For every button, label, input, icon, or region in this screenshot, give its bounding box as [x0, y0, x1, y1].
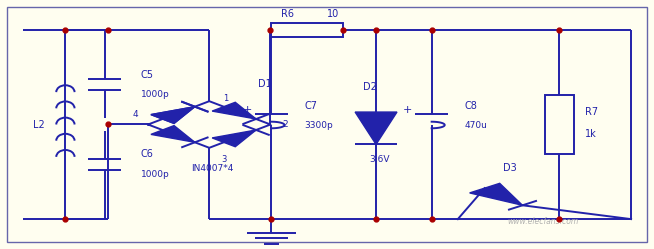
Text: R7: R7: [585, 107, 598, 117]
Text: www.elecfans.com: www.elecfans.com: [508, 217, 578, 226]
Text: 470u: 470u: [464, 121, 487, 130]
FancyBboxPatch shape: [271, 23, 343, 37]
Text: D3: D3: [503, 163, 517, 173]
Text: C8: C8: [464, 101, 477, 111]
Text: 3: 3: [221, 155, 226, 164]
Text: 1: 1: [223, 94, 228, 103]
Text: 2: 2: [282, 120, 288, 129]
Text: D2: D2: [362, 82, 377, 92]
Text: 3.6V: 3.6V: [369, 155, 390, 164]
Text: R6: R6: [281, 9, 294, 19]
Polygon shape: [212, 102, 256, 119]
Text: 3300p: 3300p: [304, 121, 333, 130]
Text: L2: L2: [33, 120, 45, 129]
Text: IN4007*4: IN4007*4: [192, 165, 233, 174]
FancyBboxPatch shape: [545, 95, 574, 154]
Polygon shape: [151, 125, 195, 142]
Text: 1000p: 1000p: [141, 90, 169, 99]
Text: C7: C7: [304, 101, 317, 111]
Text: +: +: [403, 105, 412, 115]
Text: C5: C5: [141, 70, 154, 80]
Polygon shape: [355, 112, 397, 144]
Polygon shape: [470, 183, 523, 205]
Text: 1k: 1k: [585, 129, 597, 139]
Text: 4: 4: [132, 110, 138, 119]
Text: D1: D1: [258, 79, 272, 89]
Text: 10: 10: [328, 9, 339, 19]
Polygon shape: [212, 130, 256, 147]
Text: 1000p: 1000p: [141, 170, 169, 179]
Text: C6: C6: [141, 149, 154, 159]
Polygon shape: [151, 107, 195, 124]
Text: +: +: [243, 105, 252, 115]
Polygon shape: [151, 107, 195, 124]
